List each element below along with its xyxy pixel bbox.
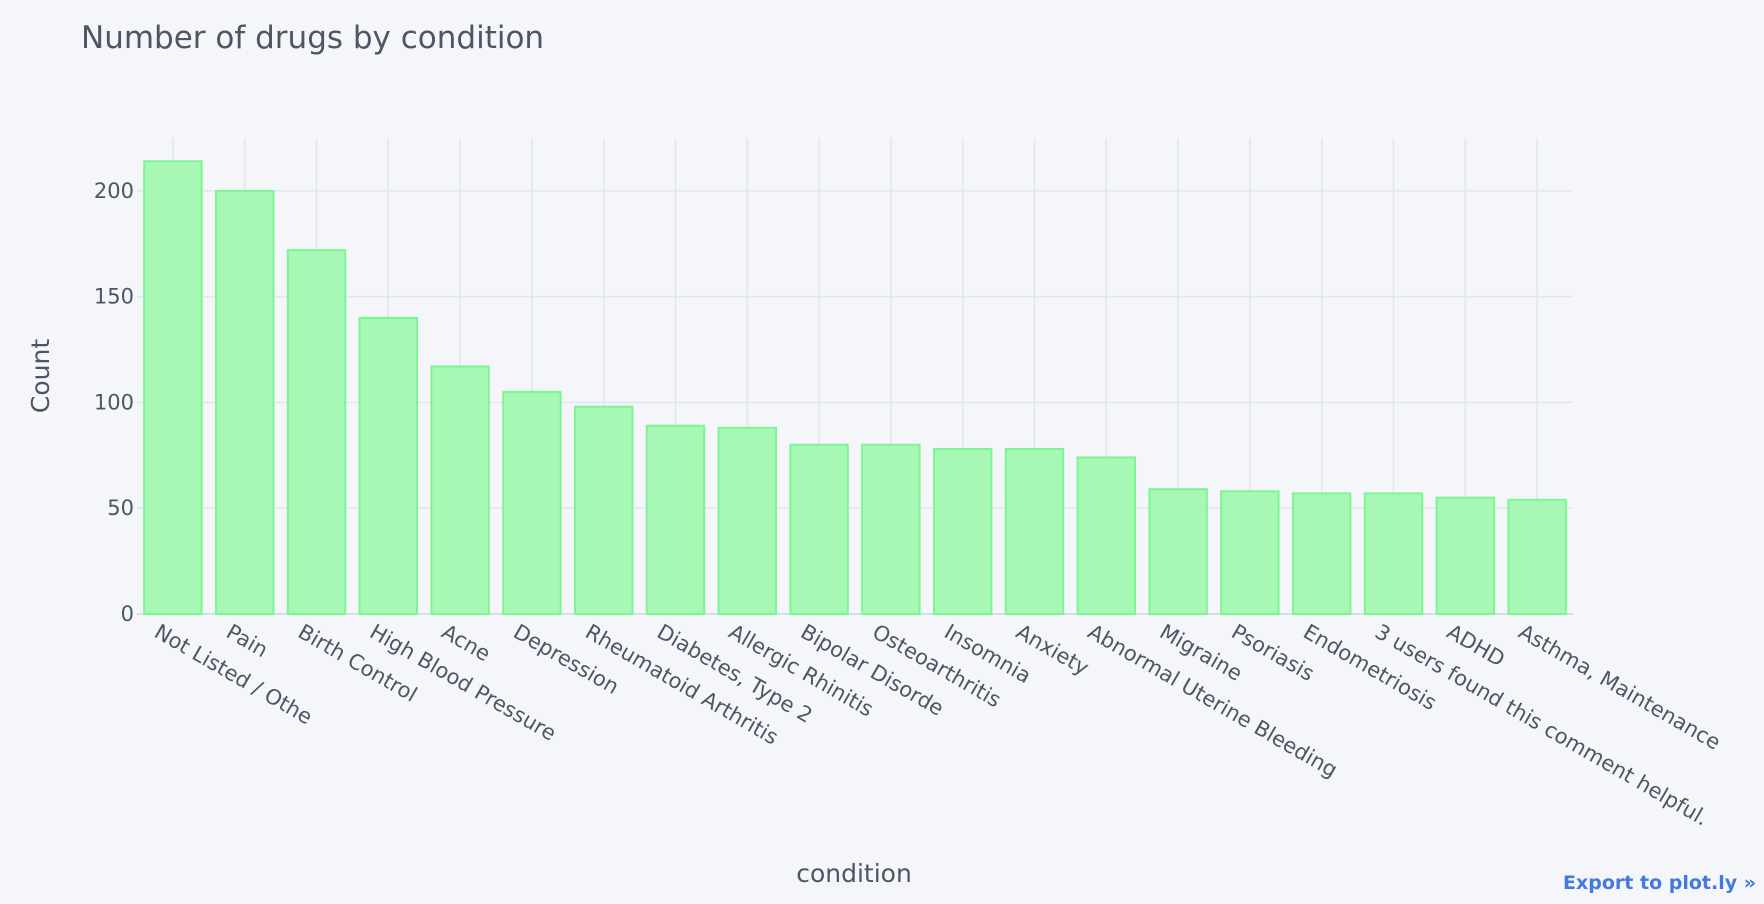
bar (1435, 496, 1496, 615)
bar (717, 426, 778, 615)
bar (358, 316, 419, 615)
y-tick-label: 200 (94, 179, 134, 203)
x-tick-label: Abnormal Uterine Bleeding (1084, 620, 1342, 783)
bars (143, 160, 1567, 616)
chart-title: Number of drugs by condition (81, 20, 544, 56)
bar (573, 405, 634, 616)
bar (1363, 492, 1424, 615)
bar (1220, 490, 1280, 616)
y-tick-label: 100 (94, 390, 134, 414)
bar (502, 390, 562, 615)
bar (1507, 498, 1567, 616)
bar (645, 424, 706, 615)
y-tick-label: 50 (107, 496, 134, 520)
gridlines (137, 138, 1573, 615)
bar (1076, 456, 1137, 615)
bar (932, 447, 993, 615)
bar (1004, 447, 1065, 615)
bar (143, 160, 203, 615)
y-tick-label: 0 (121, 602, 134, 626)
x-tick-label: Pain (222, 620, 272, 663)
bar (1291, 492, 1352, 615)
bar (214, 189, 275, 615)
bar (789, 443, 849, 615)
y-axis-ticks: 0 50 100 150 200 (94, 179, 134, 626)
y-axis-title: Count (26, 339, 55, 413)
bar (430, 365, 490, 616)
bar (1148, 488, 1208, 615)
bar (861, 443, 921, 615)
x-axis-title: condition (796, 859, 912, 888)
bar (286, 249, 347, 615)
y-tick-label: 150 (94, 285, 134, 309)
export-to-plotly-link[interactable]: Export to plot.ly » (1563, 872, 1756, 894)
